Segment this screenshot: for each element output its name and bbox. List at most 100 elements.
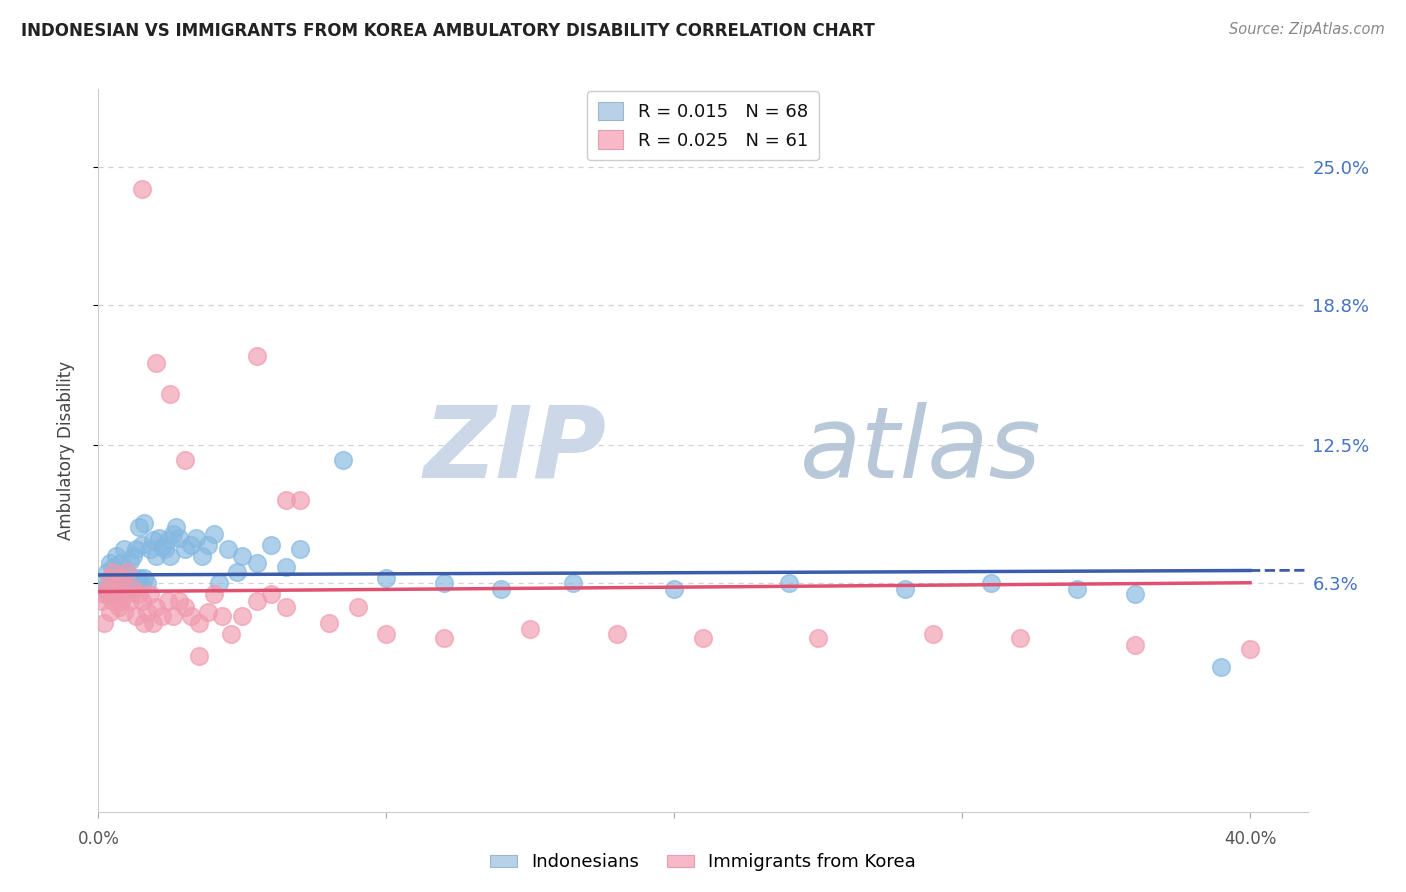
Point: [120, 593, 142, 607]
Point: [433, 575, 456, 590]
Point: [433, 632, 456, 646]
Point: [120, 553, 142, 567]
Point: [173, 542, 195, 557]
Point: [491, 582, 513, 597]
Point: [96, 587, 118, 601]
Point: [96, 582, 118, 597]
Point: [145, 549, 167, 563]
Point: [131, 578, 153, 592]
Point: [128, 571, 150, 585]
Point: [156, 593, 179, 607]
Point: [893, 582, 915, 597]
Point: [112, 605, 135, 619]
Point: [922, 627, 945, 641]
Point: [260, 538, 283, 552]
Point: [346, 600, 368, 615]
Point: [260, 587, 283, 601]
Point: [101, 565, 124, 579]
Point: [128, 520, 150, 534]
Point: [142, 615, 165, 630]
Point: [148, 531, 170, 545]
Point: [1066, 582, 1088, 597]
Point: [606, 627, 628, 641]
Point: [131, 593, 153, 607]
Point: [1123, 587, 1146, 601]
Point: [562, 575, 585, 590]
Text: ZIP: ZIP: [423, 402, 606, 499]
Point: [139, 587, 162, 601]
Point: [173, 453, 195, 467]
Point: [217, 542, 239, 557]
Point: [134, 571, 156, 585]
Point: [136, 605, 159, 619]
Point: [107, 600, 129, 615]
Point: [128, 587, 150, 601]
Text: INDONESIAN VS IMMIGRANTS FROM KOREA AMBULATORY DISABILITY CORRELATION CHART: INDONESIAN VS IMMIGRANTS FROM KOREA AMBU…: [21, 22, 875, 40]
Point: [1008, 632, 1031, 646]
Text: atlas: atlas: [800, 402, 1042, 499]
Point: [375, 627, 398, 641]
Point: [150, 540, 173, 554]
Point: [692, 632, 714, 646]
Point: [375, 571, 398, 585]
Legend: Indonesians, Immigrants from Korea: Indonesians, Immigrants from Korea: [482, 847, 924, 879]
Point: [125, 609, 148, 624]
Point: [162, 609, 184, 624]
Point: [136, 575, 159, 590]
Point: [107, 582, 129, 597]
Point: [231, 549, 253, 563]
Point: [191, 549, 214, 563]
Point: [98, 571, 121, 585]
Point: [112, 542, 135, 557]
Point: [115, 565, 138, 579]
Legend: R = 0.015   N = 68, R = 0.025   N = 61: R = 0.015 N = 68, R = 0.025 N = 61: [588, 91, 818, 161]
Point: [519, 623, 541, 637]
Point: [202, 526, 225, 541]
Point: [153, 542, 176, 557]
Point: [208, 575, 231, 590]
Text: 40.0%: 40.0%: [1223, 830, 1277, 847]
Point: [115, 575, 138, 590]
Point: [110, 556, 132, 570]
Point: [246, 349, 269, 363]
Point: [120, 582, 142, 597]
Point: [104, 549, 127, 563]
Point: [150, 609, 173, 624]
Point: [98, 571, 121, 585]
Point: [173, 600, 195, 615]
Point: [134, 516, 156, 530]
Point: [125, 578, 148, 592]
Point: [246, 593, 269, 607]
Point: [93, 587, 115, 601]
Point: [145, 600, 167, 615]
Text: Source: ZipAtlas.com: Source: ZipAtlas.com: [1229, 22, 1385, 37]
Point: [202, 587, 225, 601]
Point: [159, 549, 181, 563]
Y-axis label: Ambulatory Disability: Ambulatory Disability: [56, 361, 75, 540]
Point: [167, 593, 190, 607]
Point: [664, 582, 686, 597]
Point: [225, 565, 247, 579]
Point: [101, 560, 124, 574]
Point: [122, 571, 145, 585]
Point: [142, 533, 165, 548]
Point: [112, 571, 135, 585]
Point: [122, 549, 145, 563]
Point: [219, 627, 242, 641]
Point: [180, 538, 202, 552]
Point: [90, 593, 112, 607]
Point: [98, 556, 121, 570]
Point: [104, 587, 127, 601]
Point: [104, 587, 127, 601]
Point: [110, 593, 132, 607]
Point: [162, 526, 184, 541]
Point: [807, 632, 830, 646]
Point: [115, 587, 138, 601]
Point: [115, 565, 138, 579]
Point: [107, 565, 129, 579]
Point: [288, 542, 311, 557]
Point: [197, 538, 219, 552]
Point: [159, 386, 181, 401]
Point: [318, 615, 340, 630]
Point: [93, 615, 115, 630]
